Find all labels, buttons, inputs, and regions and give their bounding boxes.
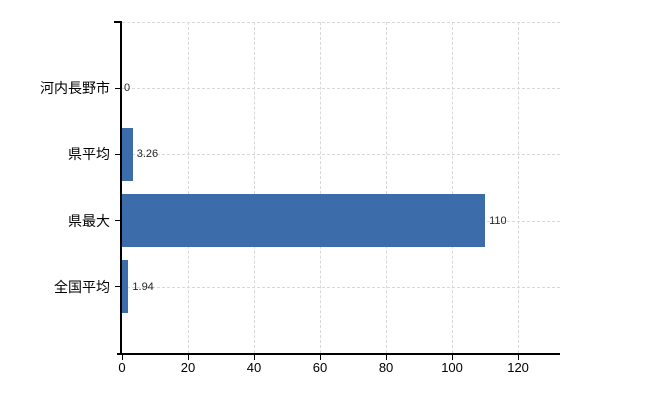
x-axis-tick (517, 355, 519, 360)
y-axis-label: 県平均 (68, 146, 110, 163)
y-axis-end-tick (114, 21, 122, 23)
gridline-horizontal (122, 286, 560, 288)
y-axis-label: 全国平均 (54, 278, 110, 295)
x-axis-tick (451, 355, 453, 360)
x-axis-tick-label: 40 (246, 360, 262, 375)
x-axis-tick (187, 355, 189, 360)
x-axis-tick-label: 80 (378, 360, 394, 375)
value-label: 1.94 (132, 280, 154, 293)
gridline-vertical (518, 22, 520, 353)
x-axis-tick (385, 355, 387, 360)
x-axis-tick-label: 20 (180, 360, 196, 375)
value-label: 0 (124, 82, 131, 95)
bar-全国平均 (122, 260, 129, 314)
x-axis-tick-label: 60 (312, 360, 328, 375)
bar-県最大 (122, 194, 486, 248)
value-label: 110 (489, 214, 507, 227)
x-axis-tick-label: 100 (441, 360, 463, 375)
gridline-vertical (386, 22, 388, 353)
x-axis-line (117, 353, 560, 355)
x-axis-tick (319, 355, 321, 360)
gridline-horizontal (122, 88, 560, 90)
x-axis-tick-label: 120 (507, 360, 529, 375)
y-axis-label: 県最大 (68, 212, 110, 229)
gridline-horizontal (122, 154, 560, 156)
x-axis-tick-label: 0 (118, 360, 126, 375)
y-axis-label: 河内長野市 (40, 80, 110, 97)
gridline-vertical (188, 22, 189, 353)
gridline-vertical (320, 22, 322, 353)
plot-top-border (122, 22, 560, 23)
gridline-vertical (254, 22, 256, 353)
y-axis-tick (115, 220, 122, 222)
y-axis-tick (115, 286, 122, 288)
x-axis-tick (121, 355, 123, 360)
gridline-vertical (452, 22, 454, 353)
bar-県平均 (122, 127, 133, 181)
value-label: 3.26 (136, 148, 159, 161)
x-axis-tick (253, 355, 255, 360)
y-axis-tick (115, 153, 122, 155)
y-axis-tick (115, 87, 122, 89)
plot-area: 0 3.26 110 1.94 (122, 22, 560, 353)
y-axis-line (120, 22, 122, 355)
